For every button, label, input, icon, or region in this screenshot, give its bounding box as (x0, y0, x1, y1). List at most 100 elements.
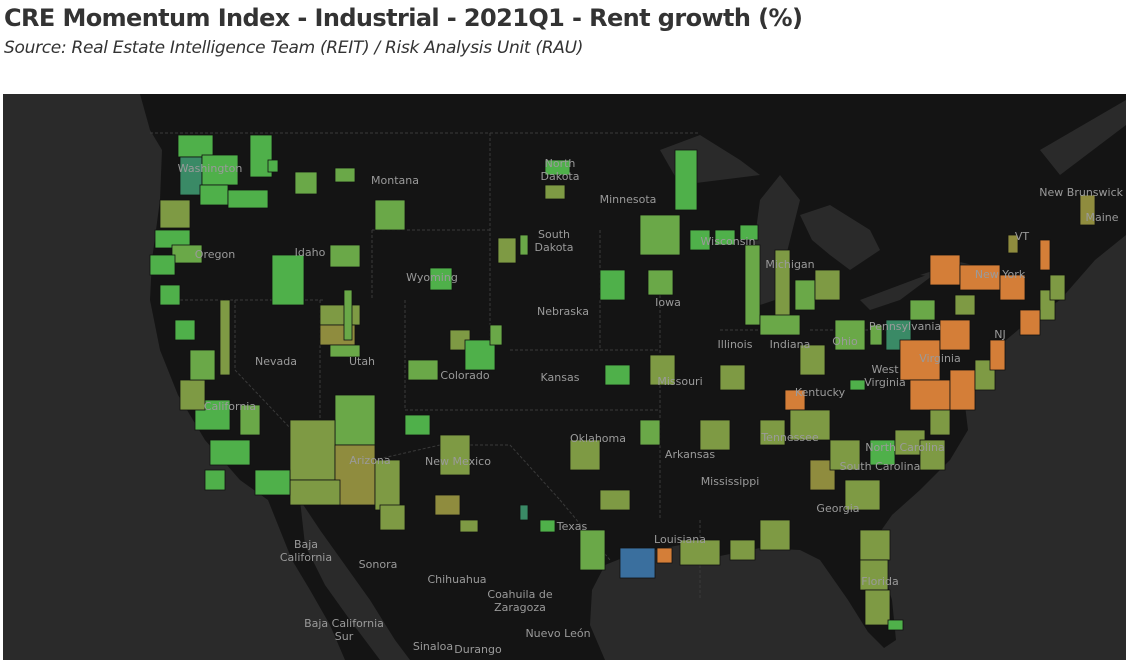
market-region-green[interactable] (909, 299, 936, 321)
market-region-high-green[interactable] (674, 149, 698, 211)
market-region-green[interactable] (647, 269, 674, 296)
market-region-olive-green[interactable] (719, 364, 746, 391)
market-region-olive-green[interactable] (599, 489, 631, 511)
market-region-olive-green[interactable] (159, 199, 191, 229)
market-region-olive-green[interactable] (864, 589, 891, 626)
market-region-olive-green[interactable] (679, 539, 721, 566)
market-region-high-green[interactable] (254, 469, 291, 496)
market-region-green[interactable] (744, 244, 761, 326)
market-region-high-green[interactable] (209, 439, 251, 466)
market-region-green[interactable] (189, 349, 216, 381)
market-region-high-green[interactable] (539, 519, 556, 533)
market-region-high-green[interactable] (869, 439, 896, 466)
market-region-green[interactable] (171, 244, 203, 264)
market-region-high-green[interactable] (714, 229, 736, 246)
market-region-green[interactable] (294, 171, 318, 195)
market-region-olive-green[interactable] (544, 184, 566, 200)
market-region-green[interactable] (869, 324, 883, 346)
market-region-olive-green[interactable] (789, 409, 831, 441)
market-region-olive-green[interactable] (289, 419, 336, 481)
market-region-orange[interactable] (949, 369, 976, 411)
market-region-olive-green[interactable] (379, 504, 406, 531)
market-region-olive[interactable] (1079, 194, 1096, 226)
market-region-high-green[interactable] (204, 469, 226, 491)
market-region-green[interactable] (489, 324, 503, 346)
choropleth-map[interactable]: Washington Montana North Dakota Minnesota Sou… (3, 94, 1126, 660)
market-region-olive-green[interactable] (859, 529, 891, 561)
market-region-high-green[interactable] (267, 159, 279, 173)
market-region-green[interactable] (759, 314, 801, 336)
market-region-green[interactable] (834, 319, 866, 351)
market-region-high-green[interactable] (544, 159, 571, 176)
market-region-olive-green[interactable] (649, 354, 676, 386)
market-region-olive-green[interactable] (439, 434, 471, 476)
market-region-green[interactable] (334, 167, 356, 183)
market-region-teal[interactable] (519, 504, 529, 521)
market-region-green[interactable] (519, 234, 529, 256)
market-region-high-green[interactable] (201, 154, 239, 186)
market-region-olive-green[interactable] (829, 439, 861, 471)
market-region-high-green[interactable] (199, 184, 229, 206)
market-region-olive-green[interactable] (219, 299, 231, 376)
market-region-green[interactable] (794, 279, 816, 311)
market-region-high-green[interactable] (149, 254, 176, 276)
market-region-olive-green[interactable] (799, 344, 826, 376)
market-region-green[interactable] (639, 419, 661, 446)
market-region-olive-green[interactable] (759, 519, 791, 551)
market-region-high-green[interactable] (249, 134, 273, 178)
market-region-high-green[interactable] (689, 229, 711, 251)
market-region-green[interactable] (334, 394, 376, 446)
market-region-high-green[interactable] (739, 224, 759, 241)
market-region-green[interactable] (343, 289, 353, 341)
market-region-high-green[interactable] (887, 619, 904, 631)
market-region-olive-green[interactable] (919, 439, 946, 471)
market-region-orange[interactable] (929, 254, 961, 286)
market-region-olive-green[interactable] (569, 439, 601, 471)
market-region-high-green[interactable] (227, 189, 269, 209)
market-region-green[interactable] (239, 404, 261, 436)
market-region-olive-green[interactable] (844, 479, 881, 511)
market-region-orange[interactable] (999, 274, 1026, 301)
market-region-olive-green[interactable] (929, 409, 951, 436)
market-region-high-green[interactable] (404, 414, 431, 436)
market-region-olive-green[interactable] (729, 539, 756, 561)
market-region-orange[interactable] (1039, 239, 1051, 271)
market-region-green[interactable] (579, 529, 606, 571)
market-region-green[interactable] (407, 359, 439, 381)
market-region-olive-green[interactable] (319, 304, 361, 326)
market-region-green[interactable] (329, 244, 361, 268)
market-region-olive-green[interactable] (179, 379, 206, 411)
market-region-high-green[interactable] (599, 269, 626, 301)
market-region-blue[interactable] (619, 547, 656, 579)
market-region-high-green[interactable] (159, 284, 181, 306)
market-region-orange[interactable] (939, 319, 971, 351)
market-region-olive[interactable] (434, 494, 461, 516)
market-region-olive-green[interactable] (859, 559, 889, 591)
market-region-green[interactable] (639, 214, 681, 256)
market-region-olive[interactable] (1007, 234, 1019, 254)
market-region-high-green[interactable] (604, 364, 631, 386)
market-region-high-green[interactable] (177, 134, 214, 158)
market-region-olive-green[interactable] (289, 479, 341, 506)
market-region-olive-green[interactable] (1049, 274, 1066, 301)
market-region-high-green[interactable] (849, 379, 866, 391)
market-region-olive-green[interactable] (814, 269, 841, 301)
market-region-orange[interactable] (959, 264, 1001, 291)
market-region-orange[interactable] (989, 339, 1006, 371)
market-region-olive-green[interactable] (459, 519, 479, 533)
market-region-high-green[interactable] (271, 254, 305, 306)
market-region-orange[interactable] (909, 379, 951, 411)
market-region-high-green[interactable] (429, 267, 453, 291)
market-region-olive-green[interactable] (374, 459, 401, 511)
market-region-olive[interactable] (334, 444, 376, 506)
market-region-green[interactable] (329, 344, 361, 358)
market-region-high-green[interactable] (174, 319, 196, 341)
market-region-orange[interactable] (656, 547, 673, 564)
market-region-olive-green[interactable] (699, 419, 731, 451)
market-region-olive-green[interactable] (759, 419, 786, 446)
map-canvas[interactable]: Washington Montana North Dakota Minnesota Sou… (3, 94, 1126, 660)
market-region-orange[interactable] (1019, 309, 1041, 336)
market-region-olive-green[interactable] (954, 294, 976, 316)
market-region-olive-green[interactable] (497, 237, 517, 264)
market-region-green[interactable] (374, 199, 406, 231)
